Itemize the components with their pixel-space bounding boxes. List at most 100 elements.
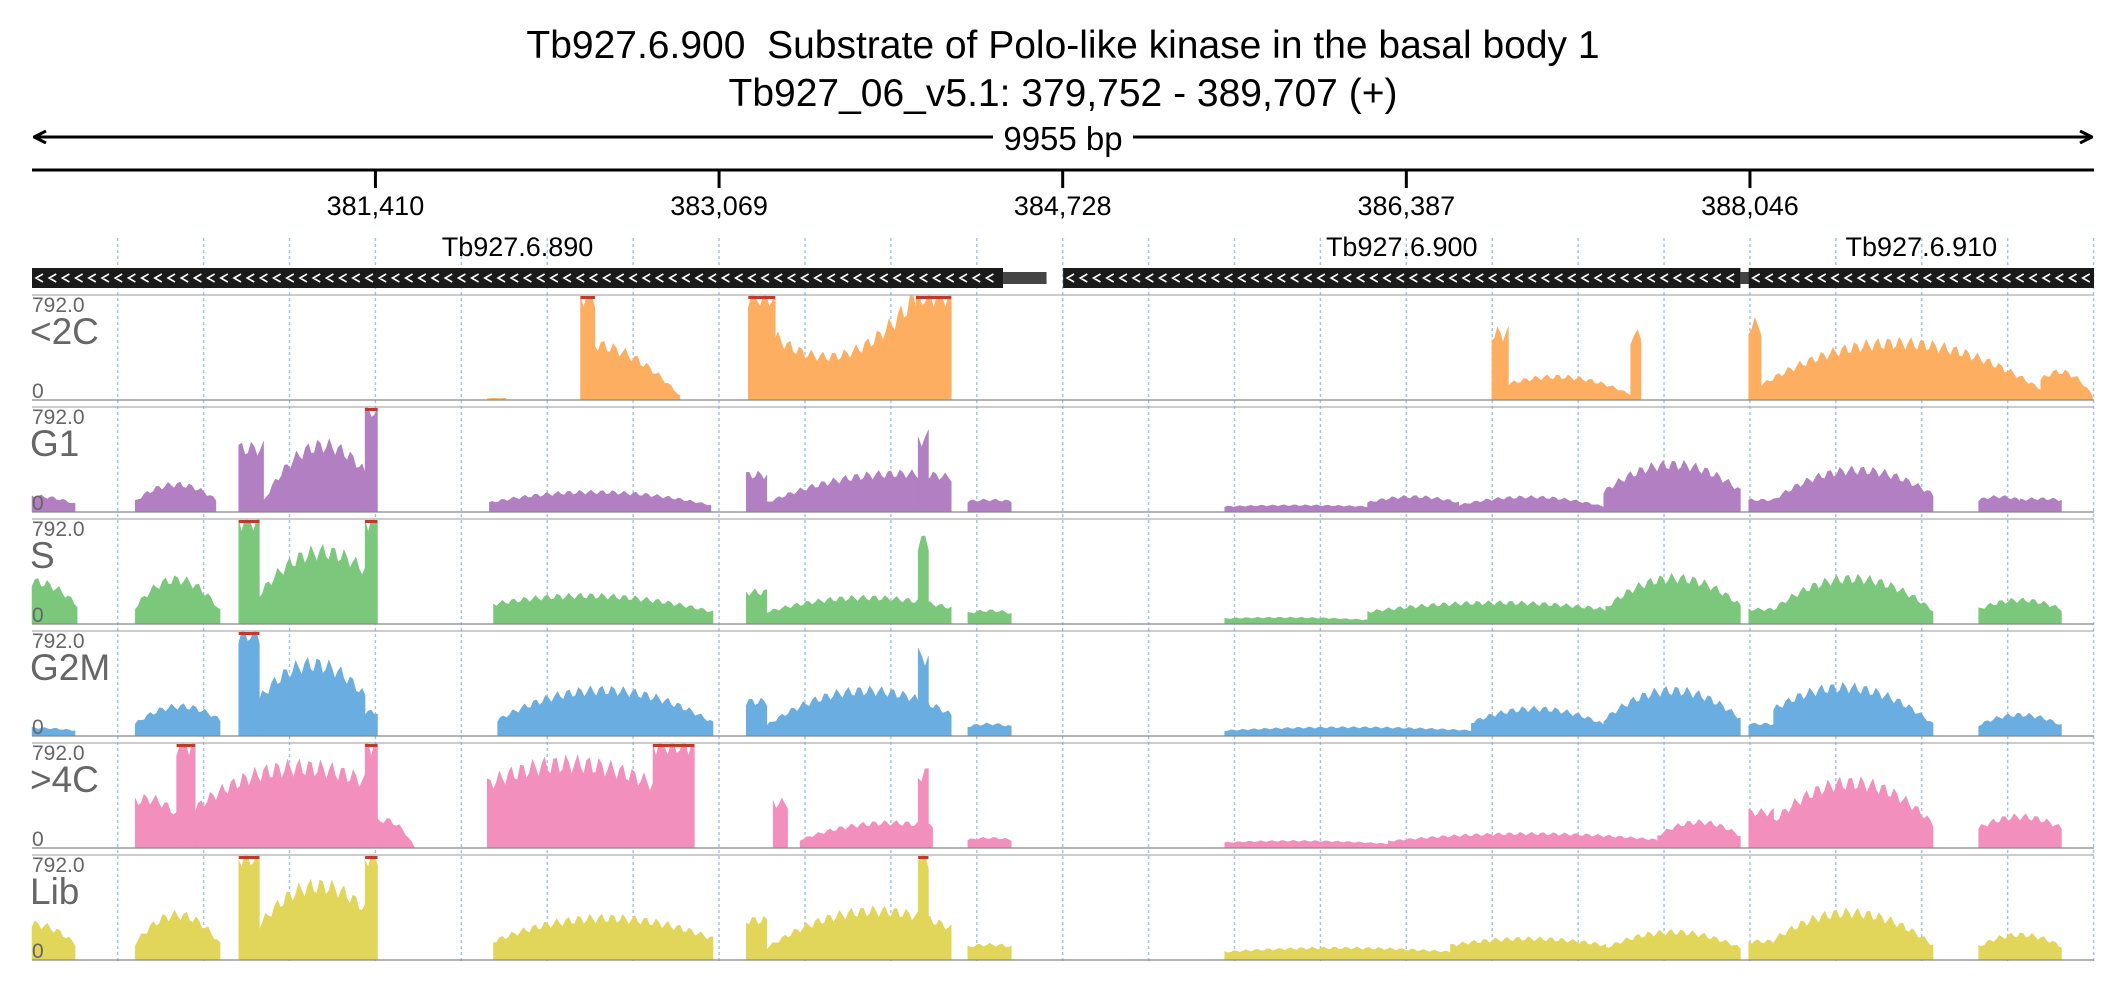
coverage-peak <box>1748 498 1774 513</box>
coverage-peak <box>917 648 929 737</box>
coverage-peak <box>2019 497 2062 513</box>
gene-name: Tb927.6.890 <box>442 232 594 262</box>
ruler-length-label: 9955 bp <box>1003 120 1122 157</box>
coverage-peak <box>134 575 221 625</box>
coverage-peak <box>772 797 788 849</box>
coverage-peak <box>31 578 78 625</box>
coverage-peak <box>1630 329 1642 401</box>
coverage-peak <box>1224 839 1389 849</box>
coverage-peak <box>1224 726 1472 737</box>
clip-indicator <box>365 520 378 523</box>
axis-tick-label: 384,728 <box>1014 191 1112 221</box>
coverage-peak <box>134 909 221 961</box>
coverage-peak <box>134 793 177 849</box>
y-min-label: 0 <box>32 380 44 403</box>
coverage-peak <box>493 913 714 961</box>
coverage-peak <box>1978 597 2062 625</box>
coverage-peak <box>580 295 596 401</box>
coverage-peak <box>364 709 378 737</box>
gene-name: Tb927.6.910 <box>1846 232 1998 262</box>
coverage-peak <box>1508 374 1631 401</box>
coverage-peak <box>652 743 695 849</box>
clip-indicator <box>580 296 595 299</box>
coverage-peak <box>1748 607 1774 625</box>
gene-feature <box>1063 268 1741 288</box>
coverage-peak <box>377 818 416 849</box>
strand-chevrons <box>1751 273 2091 283</box>
coverage-peak <box>1978 495 2021 513</box>
track-s: 792.0S 0 <box>30 518 2094 627</box>
coverage-peak <box>1491 326 1509 401</box>
coverage-peak <box>259 656 366 737</box>
coverage-peak <box>1367 600 1607 625</box>
track-4c: 792.0>4C 0 <box>30 742 2094 851</box>
coverage-peak <box>134 703 221 737</box>
coverage-peak <box>967 836 1012 849</box>
y-max-label: 792.0 <box>32 294 85 317</box>
track-name: G2M <box>30 647 110 688</box>
coverage-peak <box>1773 907 1934 961</box>
track-2c: 792.0<2C 0 <box>30 294 2094 403</box>
coverage-peak <box>1978 813 2062 849</box>
coverage-peak <box>238 631 260 737</box>
coverage-peak <box>967 942 1012 961</box>
clip-indicator <box>365 744 378 747</box>
clip-indicator <box>238 632 260 635</box>
genomic-location: Tb927_06_v5.1: 379,752 - 389,707 (+) <box>728 72 1398 115</box>
coverage-peak <box>259 543 366 625</box>
coverage-peak <box>1748 939 1774 961</box>
clip-indicator <box>365 408 378 411</box>
coverage-peak <box>1773 681 1934 737</box>
coverage-peak <box>1748 807 1774 849</box>
y-min-label: 0 <box>32 492 44 515</box>
coverage-peak <box>1605 929 1741 961</box>
coverage-peak <box>1388 831 1658 849</box>
coverage-peak <box>917 855 929 961</box>
coverage-peak <box>259 878 366 961</box>
coverage-peak <box>263 438 366 513</box>
coverage-peak <box>917 535 929 625</box>
coverage-peak <box>1458 495 1604 513</box>
clip-indicator <box>918 856 929 859</box>
coverage-peak <box>194 758 366 849</box>
gene-id: Tb927.6.900 <box>526 24 746 67</box>
coverage-peak <box>799 820 933 849</box>
y-min-label: 0 <box>32 604 44 627</box>
axis-tick-label: 381,410 <box>327 191 425 221</box>
coverage-peak <box>748 295 776 401</box>
track-g1: 792.0G1 0 <box>30 406 2094 515</box>
coverage-peak <box>1603 459 1741 513</box>
coverage-peak <box>364 743 378 849</box>
coverage-peak <box>967 722 1012 737</box>
strand-chevrons <box>1065 273 1735 283</box>
x-axis: 381,410 383,069 384,728 386,387 388,046 <box>32 168 2094 221</box>
coverage-peak <box>1470 705 1607 737</box>
gene-utr <box>1003 272 1047 284</box>
coverage-peak <box>364 519 378 625</box>
y-max-label: 792.0 <box>32 742 85 765</box>
track-name: <2C <box>30 311 99 352</box>
length-ruler: 9955 bp <box>34 118 2092 157</box>
coverage-peak <box>31 494 76 513</box>
coverage-peak <box>489 489 712 513</box>
coverage-peak <box>1978 932 2062 961</box>
coverage-peak <box>1657 819 1741 849</box>
coverage-peak <box>967 609 1012 625</box>
gene-name: Tb927.6.900 <box>1326 232 1478 262</box>
coverage-peak <box>1450 936 1607 961</box>
strand-chevrons <box>34 273 994 283</box>
clip-indicator <box>176 744 196 747</box>
gene-track[interactable]: Tb927.6.890 Tb927.6.900 Tb927.6.910 <box>32 232 2094 288</box>
track-name: G1 <box>30 423 79 464</box>
coverage-peak <box>31 726 76 737</box>
axis-tick-label: 386,387 <box>1358 191 1456 221</box>
coverage-peak <box>364 407 378 513</box>
y-max-label: 792.0 <box>32 854 85 877</box>
coverage-peak <box>745 697 768 737</box>
coverage-peak <box>1224 616 1368 625</box>
clip-indicator <box>652 744 695 747</box>
y-min-label: 0 <box>32 940 44 963</box>
coverage-peak <box>238 855 260 961</box>
